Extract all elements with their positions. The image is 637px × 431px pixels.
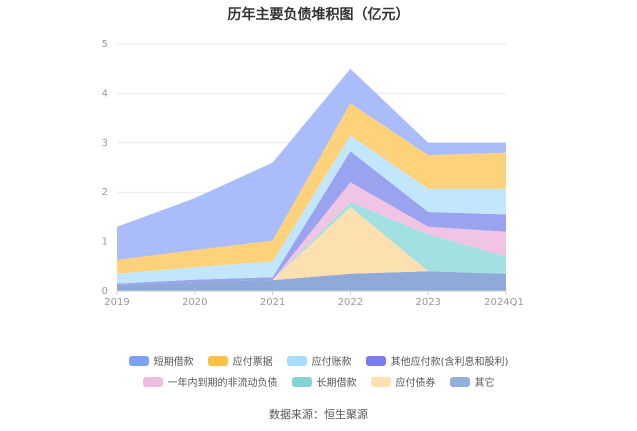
legend-swatch [142, 376, 163, 387]
legend-label: 应付票据 [232, 357, 273, 368]
x-tick-label: 2024Q1 [484, 297, 524, 308]
y-tick-label: 2 [102, 187, 108, 198]
legend-row: 短期借款 应付票据 应付账款 其他应付款(含利息和股利) [0, 353, 637, 368]
area-series-7 [117, 68, 506, 260]
x-tick-label: 2020 [182, 297, 207, 308]
legend-row: 一年内到期的非流动负债 长期借款 应付债券 其它 [0, 374, 637, 389]
y-tick-label: 1 [102, 237, 108, 248]
y-tick-label: 4 [102, 88, 108, 99]
legend-swatch [291, 376, 312, 387]
legend-swatch [286, 355, 307, 366]
area-series-0 [117, 271, 506, 291]
legend-label: 其他应付款(含利息和股利) [390, 357, 509, 368]
legend-label: 其它 [474, 378, 495, 389]
area-series-5 [117, 135, 506, 284]
legend-item[interactable]: 应付债券 [370, 374, 436, 389]
legend-label: 短期借款 [153, 357, 194, 368]
x-tick-label: 2019 [104, 297, 129, 308]
legend-item[interactable]: 一年内到期的非流动负债 [142, 374, 278, 389]
area-series-6 [117, 103, 506, 274]
legend-item[interactable]: 其它 [449, 374, 495, 389]
x-tick-label: 2023 [415, 297, 440, 308]
legend-label: 长期借款 [316, 378, 357, 389]
area-series-3 [117, 182, 506, 286]
legend-item[interactable]: 长期借款 [291, 374, 357, 389]
area-series-1 [117, 207, 506, 286]
legend-item[interactable]: 应付账款 [286, 353, 352, 368]
area-series-4 [117, 151, 506, 286]
chart-title: 历年主要负债堆积图（亿元） [227, 7, 410, 23]
legend-swatch [449, 376, 470, 387]
legend-label: 一年内到期的非流动负债 [167, 378, 278, 389]
legend-swatch [365, 355, 386, 366]
legend-item[interactable]: 短期借款 [128, 353, 194, 368]
x-tick-label: 2022 [338, 297, 363, 308]
stacked-area-chart: 0 1 2 3 4 5 2019 2020 2021 2022 2023 2024Q1 [102, 39, 524, 308]
axes: 0 1 2 3 4 5 2019 2020 2021 2022 2023 2024Q1 [102, 39, 524, 308]
y-tick-label: 5 [102, 39, 108, 50]
y-tick-label: 3 [102, 138, 108, 149]
legend-item[interactable]: 应付票据 [207, 353, 273, 368]
y-tick-label: 0 [102, 286, 108, 297]
legend-swatch [370, 376, 391, 387]
legend-item[interactable]: 其他应付款(含利息和股利) [365, 353, 509, 368]
legend-label: 应付账款 [311, 357, 352, 368]
area-series-2 [117, 202, 506, 286]
legend-swatch [207, 355, 228, 366]
data-source-note: 数据来源：恒生聚源 [269, 408, 368, 421]
legend-label: 应付债券 [395, 378, 436, 389]
legend: 短期借款 应付票据 应付账款 其他应付款(含利息和股利) 一年内到期的非流动负债 长期借… [0, 353, 637, 395]
legend-swatch [128, 355, 149, 366]
x-tick-label: 2021 [260, 297, 285, 308]
area-series [117, 68, 506, 291]
